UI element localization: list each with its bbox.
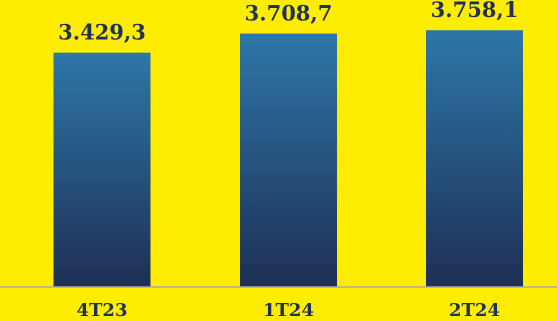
value-label-4t23: 3.429,3 — [58, 20, 146, 45]
value-label-1t24: 3.708,7 — [245, 1, 333, 26]
labels-group: 3.429,3 4T23 3.708,7 1T24 3.758,1 2T24 — [58, 0, 518, 321]
category-label-4t23: 4T23 — [77, 300, 128, 321]
category-label-2t24: 2T24 — [449, 300, 500, 321]
category-label-1t24: 1T24 — [263, 300, 314, 321]
bar-1t24 — [240, 33, 337, 287]
bar-2t24 — [426, 30, 523, 287]
bars-group — [53, 30, 523, 287]
value-label-2t24: 3.758,1 — [431, 0, 519, 22]
bar-4t23 — [53, 52, 151, 287]
